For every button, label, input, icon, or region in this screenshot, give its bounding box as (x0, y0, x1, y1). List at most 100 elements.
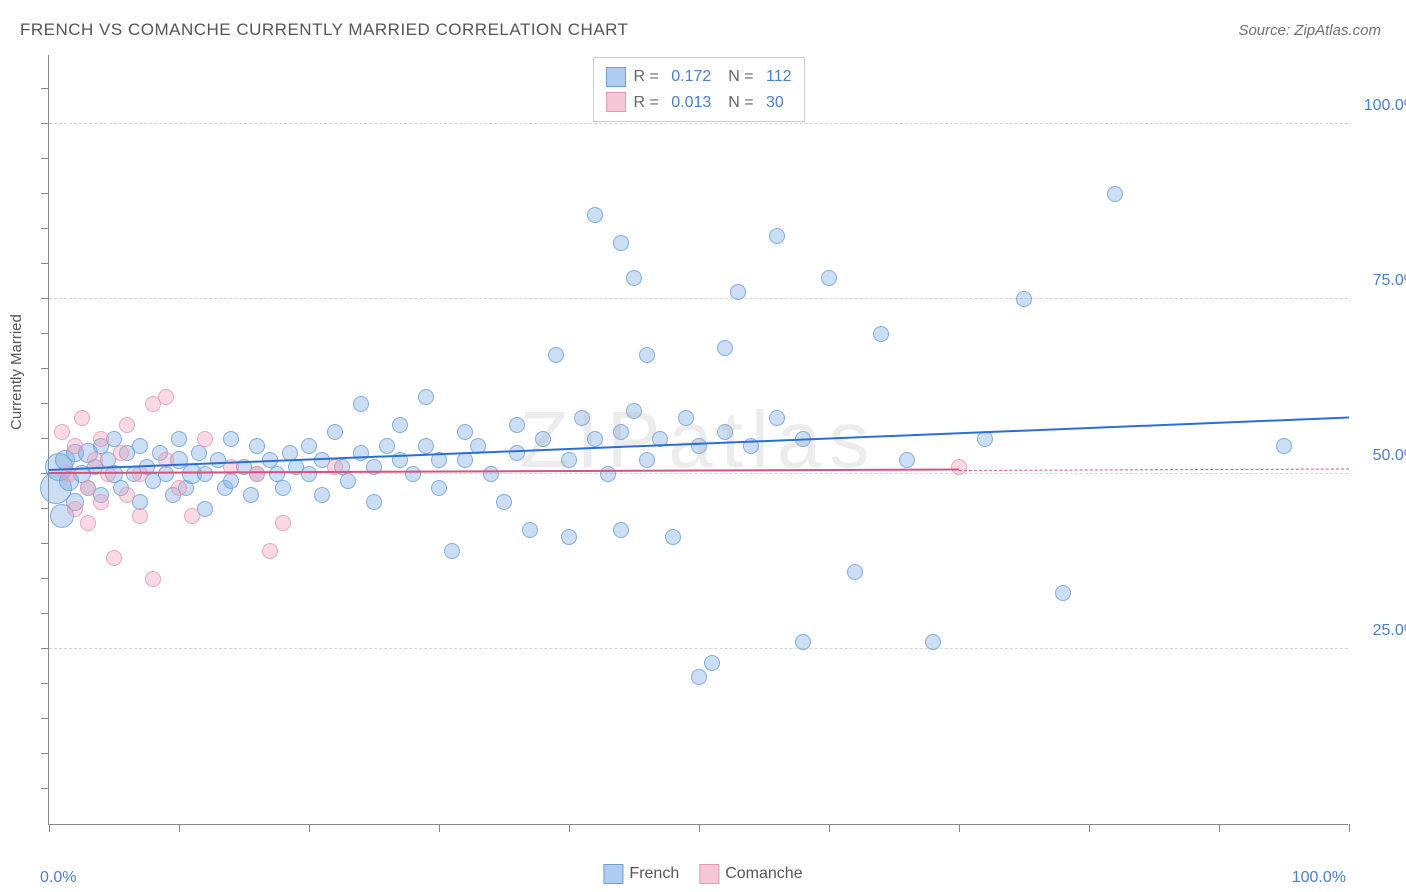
plot-area: ZIPatlas R = 0.172 N = 112R = 0.013 N = … (48, 55, 1348, 825)
data-point (74, 410, 90, 426)
data-point (626, 270, 642, 286)
y-tick (41, 508, 49, 509)
data-point (522, 522, 538, 538)
data-point (795, 634, 811, 650)
x-tick (699, 824, 700, 832)
chart-title: FRENCH VS COMANCHE CURRENTLY MARRIED COR… (20, 20, 629, 40)
legend-stat-row: R = 0.172 N = 112 (605, 64, 791, 90)
data-point (678, 410, 694, 426)
data-point (639, 347, 655, 363)
data-point (847, 564, 863, 580)
y-tick (41, 228, 49, 229)
y-tick (41, 648, 49, 649)
y-tick-label: 25.0% (1358, 622, 1406, 640)
data-point (132, 438, 148, 454)
legend-swatch (605, 92, 625, 112)
data-point (951, 459, 967, 475)
r-label: R = (633, 90, 663, 116)
data-point (197, 431, 213, 447)
data-point (626, 403, 642, 419)
y-tick (41, 613, 49, 614)
data-point (457, 424, 473, 440)
data-point (392, 417, 408, 433)
data-point (113, 445, 129, 461)
data-point (223, 431, 239, 447)
data-point (262, 543, 278, 559)
legend-stat-row: R = 0.013 N = 30 (605, 90, 791, 116)
data-point (119, 487, 135, 503)
y-tick (41, 368, 49, 369)
data-point (639, 452, 655, 468)
data-point (67, 438, 83, 454)
legend-label: Comanche (725, 865, 802, 883)
data-point (275, 480, 291, 496)
data-point (561, 452, 577, 468)
data-point (691, 669, 707, 685)
r-label: R = (633, 64, 663, 90)
data-point (93, 431, 109, 447)
x-tick (829, 824, 830, 832)
data-point (899, 452, 915, 468)
legend-swatch (605, 67, 625, 87)
y-tick (41, 788, 49, 789)
data-point (301, 466, 317, 482)
y-tick (41, 123, 49, 124)
y-tick (41, 298, 49, 299)
data-point (431, 480, 447, 496)
x-tick (309, 824, 310, 832)
data-point (418, 438, 434, 454)
data-point (223, 473, 239, 489)
legend-label: French (629, 865, 679, 883)
n-label: N = (719, 64, 758, 90)
data-point (769, 228, 785, 244)
y-tick (41, 543, 49, 544)
y-tick (41, 333, 49, 334)
data-point (93, 494, 109, 510)
legend-stats: R = 0.172 N = 112R = 0.013 N = 30 (592, 57, 804, 122)
data-point (314, 487, 330, 503)
data-point (158, 389, 174, 405)
legend-item: French (603, 864, 679, 884)
data-point (379, 438, 395, 454)
y-tick (41, 578, 49, 579)
data-point (548, 347, 564, 363)
y-tick-label: 100.0% (1358, 97, 1406, 115)
data-point (665, 529, 681, 545)
data-point (366, 494, 382, 510)
data-point (509, 417, 525, 433)
x-tick (179, 824, 180, 832)
data-point (249, 438, 265, 454)
x-tick (439, 824, 440, 832)
y-tick-label: 75.0% (1358, 272, 1406, 290)
data-point (600, 466, 616, 482)
legend-swatch (603, 864, 623, 884)
data-point (249, 466, 265, 482)
data-point (587, 431, 603, 447)
data-point (418, 389, 434, 405)
data-point (80, 480, 96, 496)
data-point (171, 480, 187, 496)
data-point (1016, 291, 1032, 307)
data-point (483, 466, 499, 482)
data-point (587, 207, 603, 223)
data-point (132, 466, 148, 482)
data-point (145, 571, 161, 587)
data-point (717, 340, 733, 356)
x-axis-min-label: 0.0% (40, 869, 76, 887)
data-point (106, 550, 122, 566)
data-point (717, 424, 733, 440)
y-tick (41, 193, 49, 194)
data-point (613, 235, 629, 251)
n-label: N = (719, 90, 758, 116)
data-point (87, 452, 103, 468)
x-tick (569, 824, 570, 832)
data-point (67, 501, 83, 517)
x-tick (1349, 824, 1350, 832)
y-tick (41, 438, 49, 439)
data-point (444, 543, 460, 559)
data-point (1276, 438, 1292, 454)
legend-series: French Comanche (603, 864, 802, 884)
data-point (574, 410, 590, 426)
data-point (54, 424, 70, 440)
data-point (327, 424, 343, 440)
